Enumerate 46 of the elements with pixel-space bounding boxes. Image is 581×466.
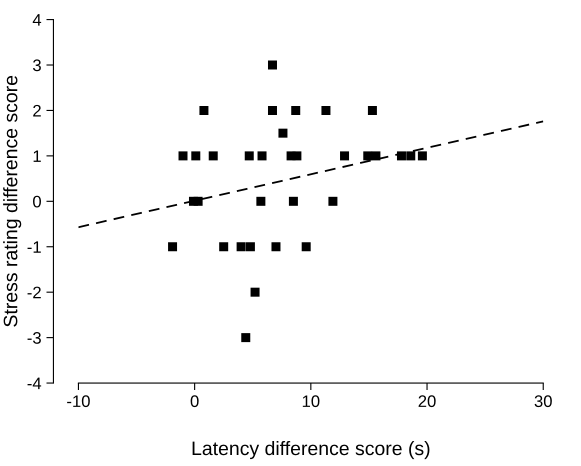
point	[236, 242, 246, 252]
point	[256, 196, 266, 206]
y-tick-label: -3	[28, 332, 41, 344]
x-axis-title: Latency difference score (s)	[192, 440, 430, 460]
point	[250, 288, 260, 297]
x-tick-label: -10	[67, 395, 90, 408]
point	[194, 196, 203, 206]
x-tick-label: 30	[534, 395, 552, 408]
point	[278, 128, 288, 138]
point	[178, 151, 188, 160]
point	[268, 106, 277, 115]
point	[208, 151, 218, 160]
point	[328, 196, 338, 206]
x-tick-label: 10	[302, 395, 320, 408]
point	[321, 106, 330, 115]
point	[268, 60, 277, 70]
point	[288, 196, 298, 206]
y-tick-label: -2	[28, 286, 41, 298]
point	[258, 151, 267, 160]
point	[191, 151, 200, 160]
y-tick-label: 0	[33, 196, 41, 208]
point	[418, 151, 427, 160]
y-tick-label: -1	[28, 241, 41, 253]
point	[368, 106, 377, 115]
point	[291, 106, 300, 115]
point	[396, 151, 406, 160]
y-axis-title: Stress rating difference score	[3, 76, 22, 327]
y-tick-label: 1	[34, 150, 41, 162]
point	[406, 151, 416, 160]
y-tick-label: 2	[33, 104, 41, 116]
point	[371, 151, 380, 160]
point	[246, 242, 255, 252]
y-tick-label: 4	[32, 14, 42, 26]
point	[241, 333, 250, 342]
point	[271, 242, 280, 252]
point	[302, 242, 311, 252]
y-tick-label: -4	[28, 378, 42, 390]
point	[199, 106, 208, 115]
x-tick-label: 0	[190, 395, 199, 408]
point	[244, 151, 254, 160]
point	[292, 151, 302, 160]
y-tick-label: 3	[32, 59, 41, 72]
point	[219, 242, 228, 252]
point	[168, 242, 178, 252]
x-tick-label: 20	[418, 395, 436, 408]
point	[340, 151, 350, 160]
